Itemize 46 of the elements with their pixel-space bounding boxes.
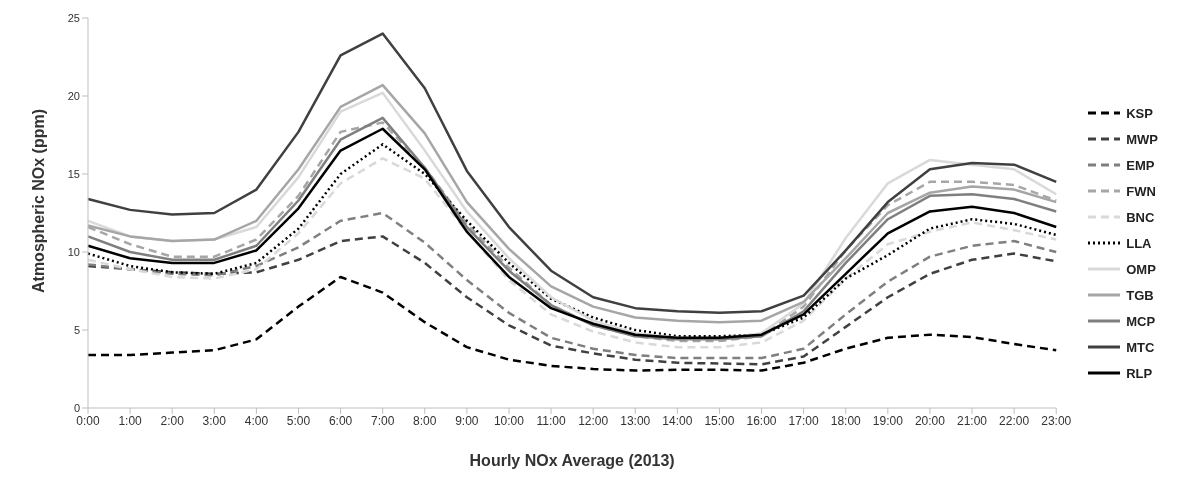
legend-label: MCP xyxy=(1126,313,1156,329)
x-tick-label: 17:00 xyxy=(788,413,819,428)
y-axis-title: Atmospheric NOx (ppm) xyxy=(29,108,47,293)
y-tick-label: 5 xyxy=(73,323,80,336)
legend-label: MWP xyxy=(1126,131,1158,147)
x-tick-label: 0:00 xyxy=(76,413,100,428)
legend-label: KSP xyxy=(1126,105,1153,121)
x-tick-label: 9:00 xyxy=(455,413,479,428)
y-tick-label: 25 xyxy=(67,11,80,24)
x-tick-label: 12:00 xyxy=(578,413,609,428)
y-tick-label: 0 xyxy=(73,401,80,414)
x-tick-label: 16:00 xyxy=(746,413,777,428)
line-series xyxy=(86,275,1058,372)
line-series xyxy=(86,211,1058,360)
x-tick-label: 20:00 xyxy=(914,413,946,428)
x-tick-label: 23:00 xyxy=(1041,413,1072,428)
x-tick-label: 18:00 xyxy=(830,413,862,428)
x-tick-label: 6:00 xyxy=(328,413,353,428)
x-tick-label: 4:00 xyxy=(244,413,269,428)
x-tick-label: 1:00 xyxy=(118,413,143,428)
x-tick-label: 19:00 xyxy=(872,413,904,428)
y-tick-label: 15 xyxy=(67,167,80,180)
x-tick-label: 5:00 xyxy=(286,413,311,428)
legend-label: MTC xyxy=(1126,339,1155,355)
legend-label: OMP xyxy=(1126,261,1156,277)
y-tick-label: 20 xyxy=(67,89,80,102)
x-tick-label: 3:00 xyxy=(202,413,227,428)
x-tick-label: 14:00 xyxy=(662,413,693,428)
x-tick-label: 11:00 xyxy=(536,413,566,428)
x-tick-label: 2:00 xyxy=(160,413,185,428)
x-axis-title: Hourly NOx Average (2013) xyxy=(469,452,675,469)
x-tick-label: 13:00 xyxy=(620,413,651,428)
legend-label: TGB xyxy=(1126,287,1154,303)
x-tick-label: 7:00 xyxy=(371,413,395,428)
legend-label: LLA xyxy=(1126,235,1152,251)
line-series xyxy=(86,32,1058,315)
legend-label: EMP xyxy=(1126,157,1155,173)
y-tick-label: 10 xyxy=(67,245,80,258)
x-tick-label: 21:00 xyxy=(957,413,988,428)
x-tick-label: 15:00 xyxy=(704,413,735,428)
x-tick-label: 10:00 xyxy=(493,413,525,428)
legend-label: FWN xyxy=(1126,183,1156,199)
x-tick-label: 22:00 xyxy=(999,413,1030,428)
legend-label: RLP xyxy=(1126,365,1153,381)
legend-label: BNC xyxy=(1126,209,1155,225)
x-tick-label: 8:00 xyxy=(413,413,437,428)
